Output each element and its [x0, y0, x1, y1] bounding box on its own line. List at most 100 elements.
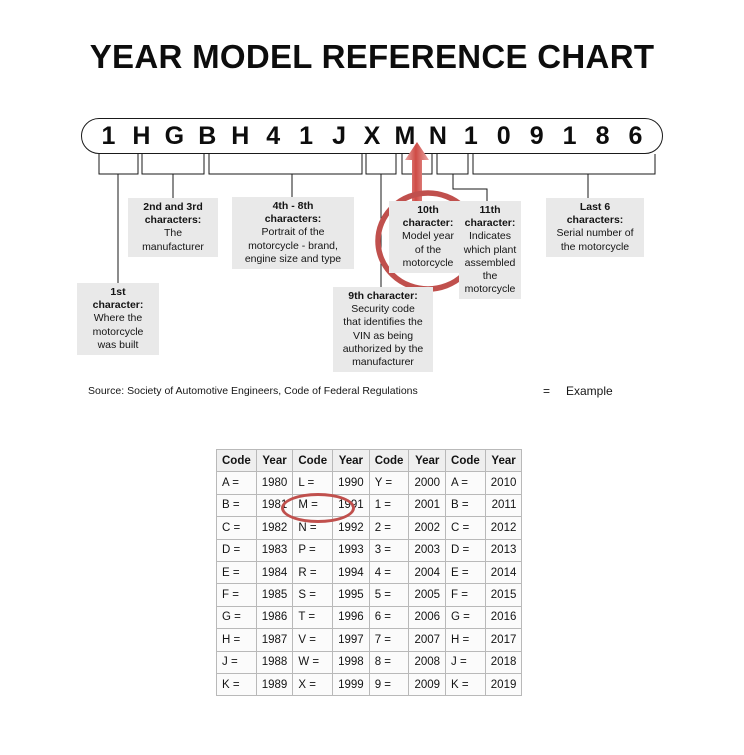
table-cell-year: 1996 — [332, 605, 370, 630]
table-column-header: Year — [332, 448, 370, 473]
table-row: F = 1985 S = 1995 5 = 2005 F = 2015 — [216, 583, 523, 607]
vin-character-4: B — [198, 121, 217, 150]
table-header-row: Code Year Code Year Code Year Code Year — [216, 448, 523, 473]
vin-character-2: H — [132, 121, 151, 150]
table-cell-code: D = — [445, 538, 486, 562]
table-cell-year: 2019 — [484, 672, 523, 697]
table-row: H = 1987 V = 1997 7 = 2007 H = 2017 — [216, 628, 523, 652]
table-cell-year: 1988 — [255, 650, 294, 674]
vin-character-13: 0 — [496, 121, 511, 150]
table-cell-code: P = — [292, 538, 334, 562]
note-second-third-characters: 2nd and 3rd characters: The manufacturer — [128, 198, 218, 257]
note-body-line: Security code — [351, 303, 415, 316]
table-cell-code: D = — [216, 538, 257, 562]
vin-character-6: 4 — [266, 121, 281, 150]
table-cell-code: K = — [216, 672, 257, 697]
table-cell-code: V = — [292, 628, 334, 652]
table-cell-code: E = — [216, 560, 257, 585]
table-cell-code: 5 = — [368, 583, 410, 607]
note-body-line: Portrait of the — [261, 226, 325, 239]
table-cell-year: 2018 — [484, 650, 523, 674]
table-cell-code: E = — [445, 560, 486, 585]
note-body-line: was built — [97, 338, 139, 351]
table-cell-year: 2017 — [484, 628, 523, 652]
legend-equals-sign: = — [543, 384, 551, 398]
table-cell-code: 1 = — [368, 493, 410, 518]
note-body-line: that identifies the — [343, 316, 423, 329]
note-body-line: The — [163, 227, 183, 240]
note-body-line: motorcycle — [92, 325, 144, 338]
table-cell-year: 2011 — [484, 493, 523, 518]
table-cell-year: 1991 — [332, 493, 370, 518]
table-cell-year: 1999 — [332, 672, 370, 697]
note-body-line: motorcycle — [402, 256, 454, 269]
table-cell-code: J = — [445, 650, 486, 674]
table-cell-code: A = — [445, 471, 486, 495]
table-cell-year: 2013 — [484, 538, 523, 562]
table-cell-year: 1997 — [332, 628, 370, 652]
vin-character-7: 1 — [299, 121, 314, 150]
note-heading-line: character: — [402, 217, 454, 230]
table-cell-year: 2006 — [408, 605, 447, 630]
model-year-arrow-icon — [405, 142, 429, 210]
vin-character-16: 8 — [595, 121, 610, 150]
table-header: Code Year Code Year Code Year Code Year — [216, 448, 523, 473]
table-row: J = 1988 W = 1998 8 = 2008 J = 2018 — [216, 650, 523, 674]
table-cell-year: 2014 — [484, 560, 523, 585]
table-cell-code: T = — [292, 605, 334, 630]
note-heading-line: 11th — [479, 204, 501, 216]
note-body-line: motorcycle - brand, — [248, 239, 338, 252]
table-cell-code: 6 = — [368, 605, 410, 630]
note-heading-line: characters: — [144, 214, 202, 227]
table-cell-code: K = — [445, 672, 486, 697]
table-cell-code: F = — [445, 583, 486, 607]
vin-character-5: H — [231, 121, 250, 150]
table-column-header: Code — [216, 448, 257, 473]
note-body-line: the — [482, 270, 498, 283]
table-cell-year: 2004 — [408, 560, 447, 585]
vin-character-10: M — [394, 121, 416, 150]
vin-character-11: N — [428, 121, 447, 150]
table-cell-year: 1983 — [255, 538, 294, 562]
note-body-line: Serial number of — [556, 227, 634, 240]
note-heading-line: characters: — [264, 213, 322, 226]
table-cell-year: 1980 — [255, 471, 294, 495]
table-cell-year: 2002 — [408, 516, 447, 540]
table-cell-year: 1981 — [255, 493, 294, 518]
table-cell-code: B = — [216, 493, 257, 518]
table-cell-year: 2012 — [484, 516, 523, 540]
note-body-line: manufacturer — [142, 240, 204, 253]
table-cell-code: C = — [445, 516, 486, 540]
table-cell-year: 1986 — [255, 605, 294, 630]
table-cell-code: C = — [216, 516, 257, 540]
table-cell-year: 1992 — [332, 516, 370, 540]
note-body-line: manufacturer — [352, 356, 414, 369]
table-row: A = 1980 L = 1990 Y = 2000 A = 2010 — [216, 471, 523, 495]
note-fourth-eighth-characters: 4th - 8th characters: Portrait of the motor… — [232, 197, 354, 270]
note-eleventh-character: 11th character: Indicates which plant assemb… — [459, 201, 521, 300]
table-cell-code: 4 = — [368, 560, 410, 585]
table-row: B = 1981 M = 1991 1 = 2001 B = 2011 — [216, 493, 523, 518]
note-tenth-character: 10th character: Model year of the motorcycle — [389, 201, 467, 274]
table-cell-year: 2001 — [408, 493, 447, 518]
table-cell-year: 1994 — [332, 560, 370, 585]
table-cell-code: H = — [216, 628, 257, 652]
table-cell-code: M = — [292, 493, 334, 518]
note-body-line: which plant — [463, 243, 517, 256]
vin-character-3: G — [164, 121, 185, 150]
table-body: A = 1980 L = 1990 Y = 2000 A = 2010 B = 1981 M = 19… — [216, 471, 523, 697]
vin-character-15: 1 — [562, 121, 577, 150]
table-cell-year: 2008 — [408, 650, 447, 674]
legend-example-label: Example — [566, 384, 613, 398]
source-text: Source: Society of Automotive Engineers,… — [88, 385, 418, 397]
table-cell-code: A = — [216, 471, 257, 495]
table-cell-code: R = — [292, 560, 334, 585]
table-cell-code: L = — [292, 471, 334, 495]
note-body-line: Model year — [402, 230, 454, 243]
table-cell-year: 1998 — [332, 650, 370, 674]
table-column-header: Code — [368, 448, 410, 473]
note-heading-line: characters: — [566, 214, 624, 227]
note-heading-line: 10th — [417, 204, 439, 216]
